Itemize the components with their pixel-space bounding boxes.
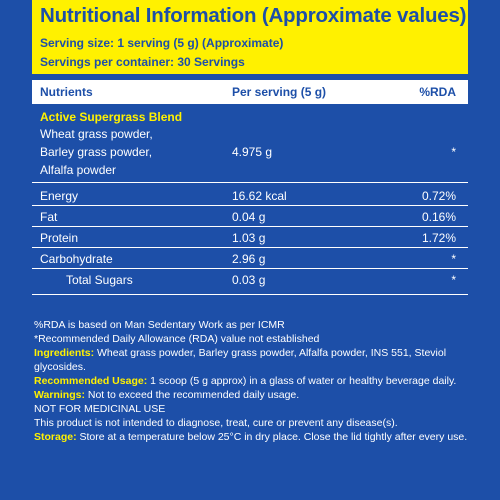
usage-label: Recommended Usage: xyxy=(34,375,148,387)
table-row-value: 0.04 g xyxy=(232,210,266,224)
blend-value: 4.975 g xyxy=(232,145,273,159)
table-row-rda: 1.72% xyxy=(421,231,456,245)
ingredients-label: Ingredients: xyxy=(34,347,95,359)
rda-basis-note: %RDA is based on Man Sedentary Work as p… xyxy=(34,319,285,331)
table-row-label: Protein xyxy=(40,231,79,245)
divider xyxy=(32,205,468,206)
divider xyxy=(32,247,468,248)
page-title: Nutritional Information (Approximate val… xyxy=(40,4,467,27)
divider xyxy=(32,182,468,183)
nutrition-header: Nutritional Information (Approximate val… xyxy=(32,0,468,74)
col-per-serving: Per serving (5 g) xyxy=(232,85,327,99)
label-notes: %RDA is based on Man Sedentary Work as p… xyxy=(34,318,474,444)
blend-line: Wheat grass powder, xyxy=(40,127,153,141)
warnings-label: Warnings: xyxy=(34,389,85,401)
blend-line: Alfalfa powder xyxy=(40,163,117,177)
col-rda: %RDA xyxy=(419,85,456,99)
disclaimer-note: This product is not intended to diagnose… xyxy=(34,417,398,429)
blend-rda: * xyxy=(451,145,456,159)
table-row-label: Carbohydrate xyxy=(40,252,113,266)
col-nutrients: Nutrients xyxy=(40,85,93,99)
usage-text: Recommended Usage: 1 scoop (5 g approx) … xyxy=(34,374,474,388)
rda-footnote: *Recommended Daily Allowance (RDA) value… xyxy=(34,333,320,345)
warnings-value: Not to exceed the recommended daily usag… xyxy=(87,389,300,401)
table-row-value: 16.62 kcal xyxy=(232,189,287,203)
table-row-value: 2.96 g xyxy=(232,252,266,266)
warnings-text: Warnings: Not to exceed the recommended … xyxy=(34,388,474,402)
blend-title: Active Supergrass Blend xyxy=(40,110,183,124)
storage-label: Storage: xyxy=(34,431,77,443)
storage-value: Store at a temperature below 25°C in dry… xyxy=(79,431,468,443)
divider xyxy=(32,268,468,269)
divider xyxy=(32,294,468,295)
table-row-label: Energy xyxy=(40,189,79,203)
table-row-label: Fat xyxy=(40,210,58,224)
ingredients-value: Wheat grass powder, Barley grass powder,… xyxy=(34,347,447,373)
table-row-rda: * xyxy=(451,252,456,266)
blend-line: Barley grass powder, xyxy=(40,145,153,159)
ingredients-text: Ingredients: Wheat grass powder, Barley … xyxy=(34,346,474,374)
table-row-rda: 0.16% xyxy=(421,210,456,224)
table-header: Nutrients Per serving (5 g) %RDA xyxy=(32,80,468,104)
table-row-rda: 0.72% xyxy=(421,189,456,203)
table-row-value: 0.03 g xyxy=(232,273,266,287)
storage-text: Storage: Store at a temperature below 25… xyxy=(34,430,474,444)
servings-per-container: Servings per container: 30 Servings xyxy=(40,55,245,69)
not-medicinal-note: NOT FOR MEDICINAL USE xyxy=(34,403,166,415)
divider xyxy=(32,226,468,227)
serving-size: Serving size: 1 serving (5 g) (Approxima… xyxy=(40,36,284,50)
table-row-label: Total Sugars xyxy=(66,273,133,287)
table-row-rda: * xyxy=(451,273,456,287)
table-row-value: 1.03 g xyxy=(232,231,266,245)
usage-value: 1 scoop (5 g approx) in a glass of water… xyxy=(150,375,457,387)
